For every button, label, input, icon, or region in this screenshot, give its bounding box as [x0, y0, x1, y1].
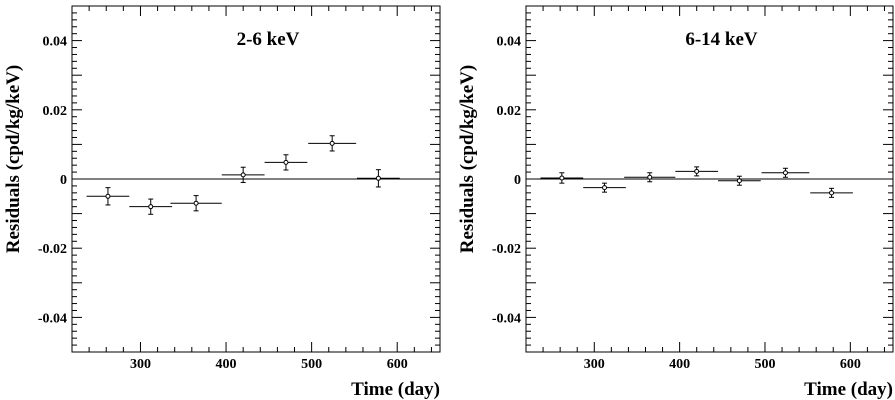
data-point [602, 185, 608, 191]
x-axis-title: Time (day) [804, 379, 893, 400]
y-axis-title: Residuals (cpd/kg/keV) [457, 65, 478, 253]
data-point [375, 175, 381, 181]
x-tick-label: 300 [584, 357, 605, 372]
y-tick-label: -0.02 [38, 242, 67, 257]
data-point [193, 200, 199, 206]
y-tick-label: -0.02 [492, 242, 521, 257]
x-tick-label: 300 [130, 357, 151, 372]
panel-energy-label: 2-6 keV [237, 29, 300, 50]
right-panel: 300 400 500 600 -0.04 -0.02 0 0.02 0.04 6-14 keV T… [457, 5, 894, 400]
x-tick-label: 400 [216, 357, 237, 372]
x-tick-label: 500 [301, 357, 322, 372]
data-point [148, 204, 154, 210]
data-point [240, 172, 246, 178]
data-point [829, 190, 835, 196]
data-point [559, 175, 565, 181]
x-tick-label: 600 [840, 357, 861, 372]
data-point [694, 168, 700, 174]
panel-energy-label: 6-14 keV [685, 29, 758, 50]
x-tick-label: 400 [669, 357, 690, 372]
data-point [105, 193, 111, 199]
x-axis-title: Time (day) [351, 379, 440, 400]
x-tick-label: 500 [754, 357, 775, 372]
data-point [647, 174, 653, 180]
data-point [329, 140, 335, 146]
data-point [736, 178, 742, 184]
y-axis-title: Residuals (cpd/kg/keV) [3, 65, 24, 253]
y-tick-label: -0.04 [492, 311, 521, 326]
x-tick-label: 600 [387, 357, 408, 372]
y-tick-label: 0.02 [43, 104, 68, 119]
y-tick-label: 0 [60, 173, 67, 188]
data-point [782, 170, 788, 176]
left-panel: 300 400 500 600 -0.04 -0.02 0 0.02 0.04 2-6 keV Ti… [3, 5, 441, 400]
y-tick-label: 0.04 [497, 35, 522, 50]
data-point [283, 159, 289, 165]
y-tick-label: 0 [514, 173, 521, 188]
y-tick-label: -0.04 [38, 311, 67, 326]
y-tick-label: 0.04 [43, 35, 68, 50]
y-tick-label: 0.02 [497, 104, 522, 119]
